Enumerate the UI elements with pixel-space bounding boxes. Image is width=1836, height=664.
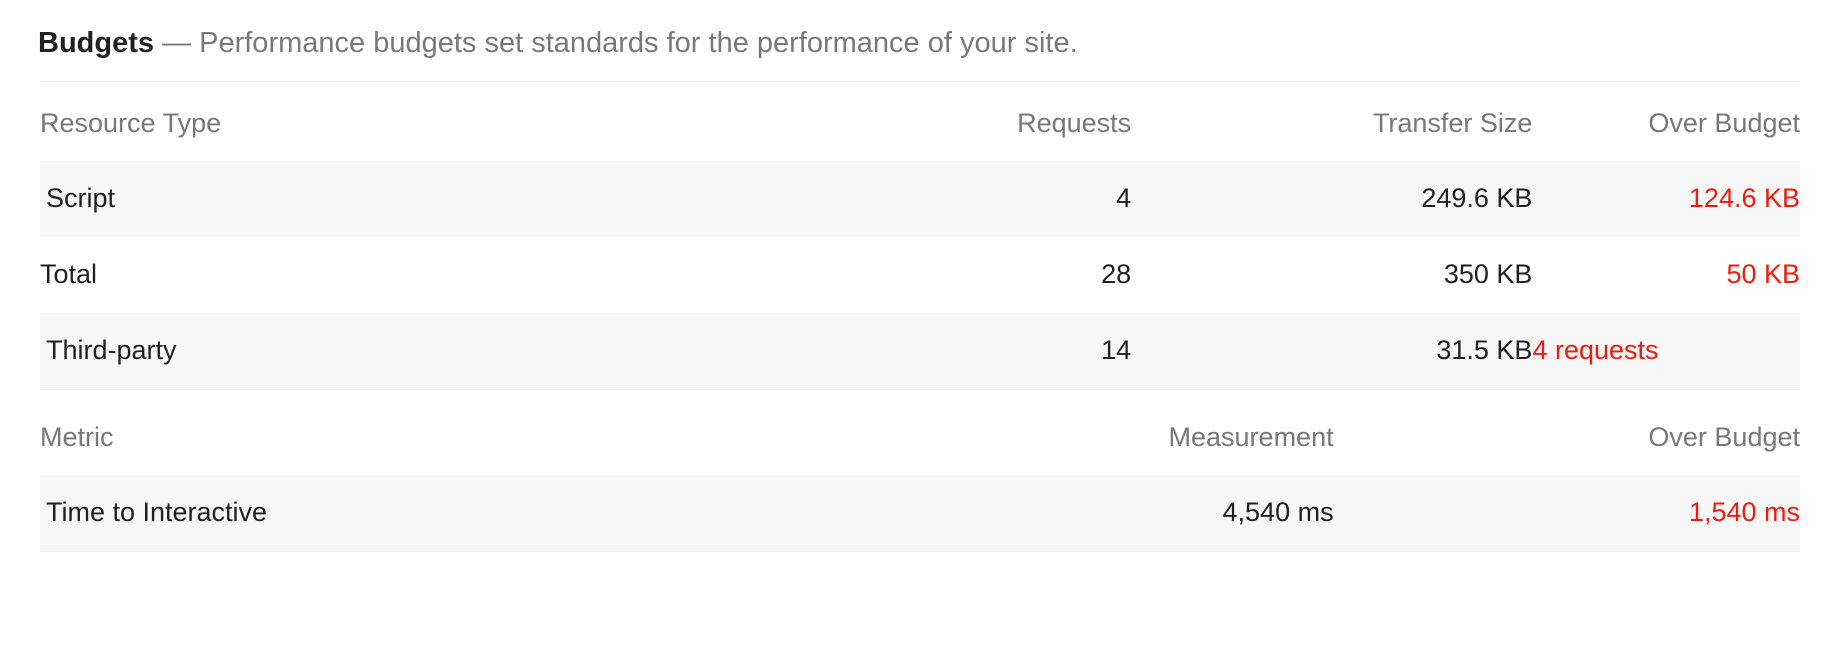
cell-over-budget: 4 requests [1532, 312, 1800, 389]
cell-over-budget: 50 KB [1532, 237, 1800, 313]
cell-resource-type: Total [40, 258, 98, 289]
cell-transfer-size: 350 KB [1443, 258, 1533, 289]
table-row: Total 28 350 KB 50 KB [40, 237, 1800, 313]
cell-metric: Time to Interactive [40, 474, 1008, 551]
audit-description: Performance budgets set standards for th… [199, 27, 1078, 59]
table-row: Third-party 14 31.5 KB 4 requests [40, 312, 1800, 389]
cell-over-budget: 1,540 ms [1333, 474, 1800, 551]
table-header-row: Metric Measurement Over Budget [40, 396, 1800, 475]
cell-requests: 4 [735, 160, 1132, 237]
resource-table-bottom-rule [40, 388, 1800, 390]
column-header-requests: Requests [1017, 107, 1132, 138]
cell-transfer-size: 249.6 KB [1131, 160, 1533, 237]
table-header-row: Resource Type Requests Transfer Size Ove… [40, 82, 1800, 161]
cell-requests: 28 [1101, 258, 1132, 289]
over-budget-value: 4 requests [1532, 334, 1659, 365]
cell-measurement: 4,540 ms [1008, 474, 1334, 551]
metric-table-bottom-rule [40, 550, 1800, 552]
budgets-audit-panel: Budgets — Performance budgets set standa… [0, 0, 1836, 552]
header-divider [40, 80, 1800, 82]
over-budget-value: 124.6 KB [1688, 182, 1800, 213]
metric-table-wrapper: Metric Measurement Over Budget Time to I… [0, 396, 1836, 551]
page-title: Budgets [38, 27, 154, 59]
column-header-resource-type: Resource Type [40, 107, 222, 138]
cell-resource-type: Script [40, 160, 736, 237]
column-header-measurement: Measurement [1168, 421, 1334, 452]
over-budget-value: 50 KB [1726, 258, 1800, 289]
column-header-over-budget: Over Budget [1648, 107, 1800, 138]
table-row: Time to Interactive 4,540 ms 1,540 ms [40, 474, 1800, 551]
cell-requests: 14 [735, 312, 1132, 389]
resource-table-wrapper: Resource Type Requests Transfer Size Ove… [0, 82, 1836, 389]
cell-over-budget: 124.6 KB [1532, 160, 1800, 237]
column-header-over-budget: Over Budget [1648, 421, 1800, 452]
column-header-transfer-size: Transfer Size [1372, 107, 1533, 138]
metric-budget-table: Metric Measurement Over Budget Time to I… [40, 396, 1800, 551]
audit-header: Budgets — Performance budgets set standa… [0, 0, 1836, 61]
column-header-metric: Metric [40, 421, 114, 452]
table-row: Script 4 249.6 KB 124.6 KB [40, 160, 1800, 237]
cell-transfer-size: 31.5 KB [1131, 312, 1533, 389]
resource-budget-table: Resource Type Requests Transfer Size Ove… [40, 82, 1800, 389]
title-separator: — [162, 27, 192, 59]
cell-resource-type: Third-party [40, 312, 736, 389]
over-budget-value: 1,540 ms [1688, 496, 1800, 527]
